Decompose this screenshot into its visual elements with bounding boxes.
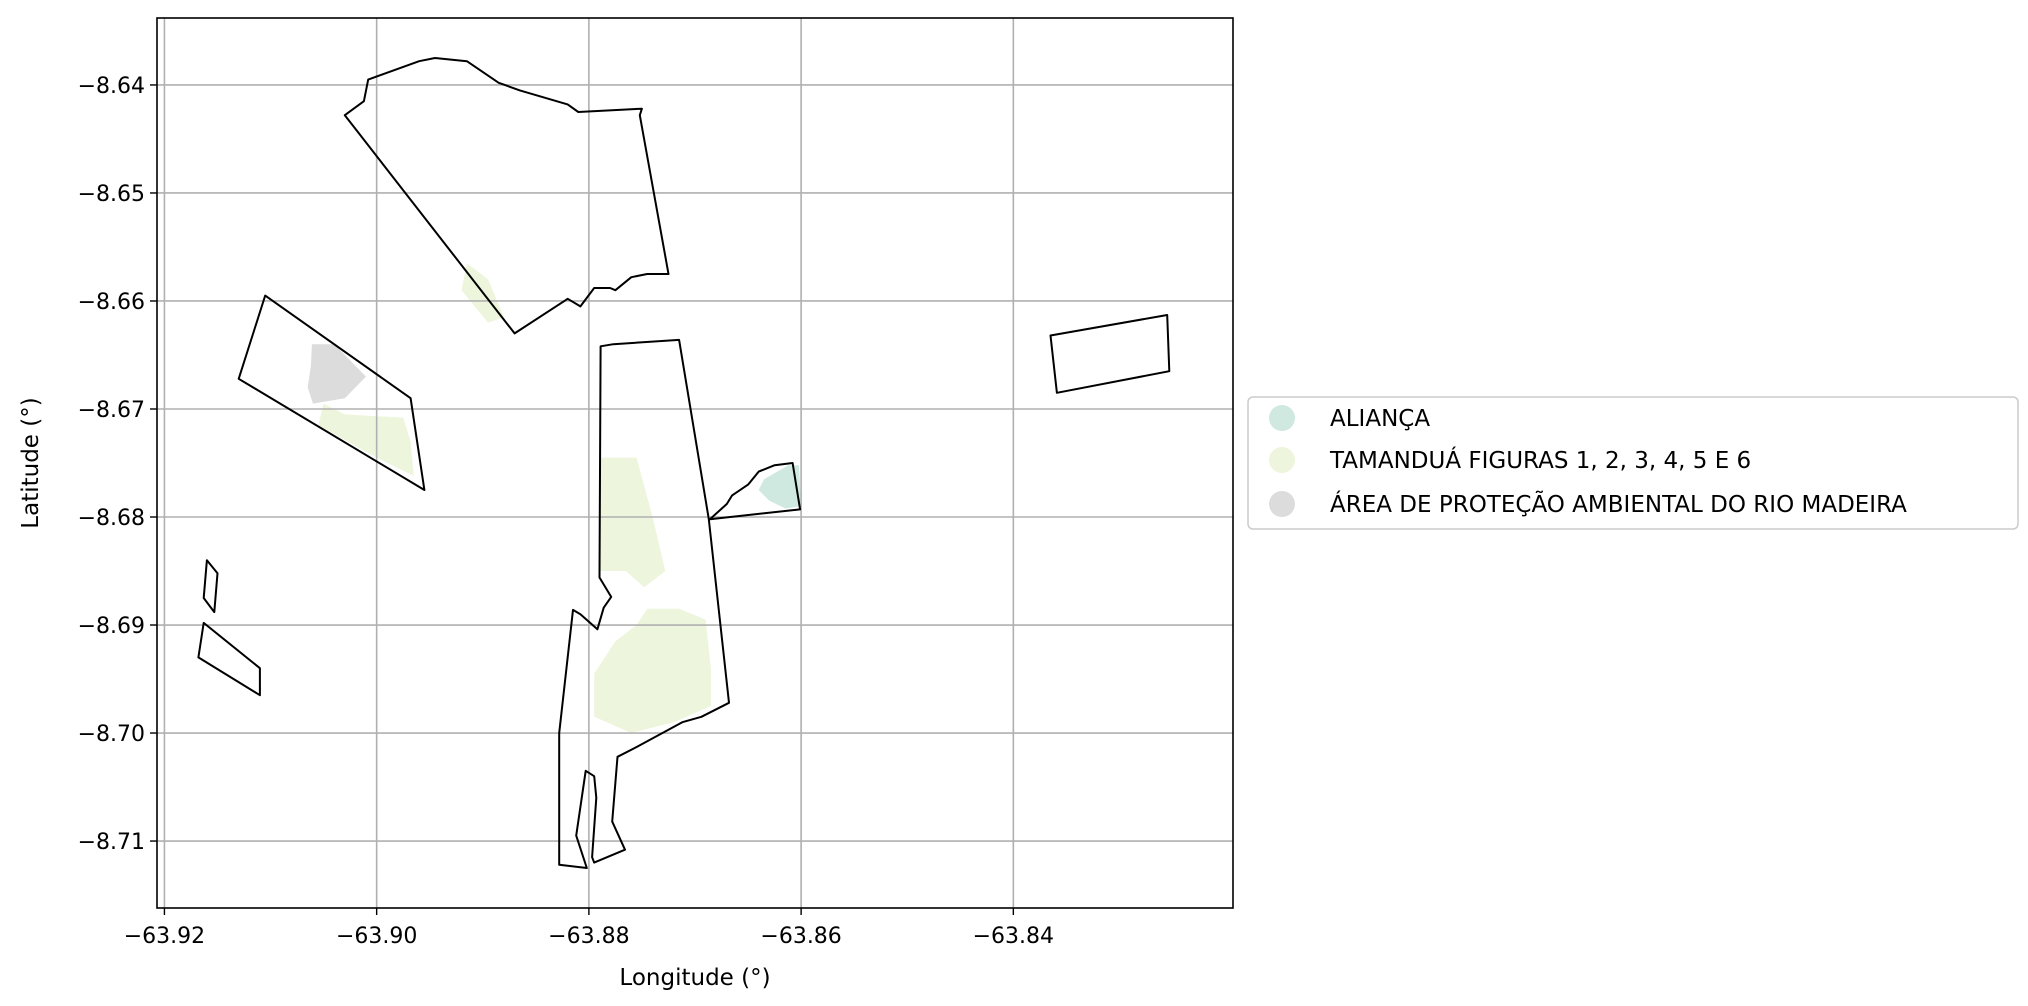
x-tick-label-3: −63.86 — [760, 924, 841, 949]
y-tick-label-7: −8.71 — [78, 830, 145, 855]
y-axis-label: Latitude (°) — [18, 397, 44, 528]
legend: ALIANÇA TAMANDUÁ FIGURAS 1, 2, 3, 4, 5 E … — [1247, 396, 2019, 530]
filled-areas-layer — [307, 263, 802, 733]
outline-central-south-block — [558, 338, 730, 869]
area-tamandua-figuras-1-2-3-4-5-e-6-4 — [594, 608, 711, 733]
y-tick-label-4: −8.68 — [78, 506, 145, 531]
area-tamandua-figuras-1-2-3-4-5-e-6-1 — [318, 403, 414, 476]
x-tick-label-4: −63.84 — [973, 924, 1054, 949]
grid-layer — [157, 18, 1233, 908]
legend-label-tamandua-figuras-1-2-3-4-5-e-6: TAMANDUÁ FIGURAS 1, 2, 3, 4, 5 E 6 — [1329, 446, 1751, 474]
outline-east-connector — [708, 462, 802, 521]
y-tick-label-6: −8.70 — [78, 722, 145, 747]
y-axis-ticks: −8.64 −8.65 −8.66 −8.67 −8.68 −8.69 −8.70 −8.71 — [78, 74, 157, 855]
legend-marker-alianca — [1269, 405, 1295, 431]
x-tick-label-2: −63.88 — [548, 924, 629, 949]
x-axis-ticks: −63.92 −63.90 −63.88 −63.86 −63.84 — [124, 908, 1054, 949]
area-alianca-5 — [758, 465, 802, 509]
outlines-layer — [197, 57, 1171, 869]
outline-west-parallelogram — [237, 294, 426, 491]
outline-far-east-quad — [1049, 314, 1171, 394]
plot-frame — [156, 17, 1234, 909]
outline-southwest-quad — [197, 621, 261, 697]
area-area-de-protecao-ambiental-do-rio-madeira-0 — [307, 344, 366, 404]
x-tick-label-0: −63.92 — [124, 924, 205, 949]
y-tick-label-5: −8.69 — [78, 614, 145, 639]
legend-label-alianca: ALIANÇA — [1330, 406, 1430, 432]
legend-marker-tamandua-figuras-1-2-3-4-5-e-6 — [1269, 447, 1295, 473]
outline-north-block — [343, 57, 670, 335]
area-tamandua-figuras-1-2-3-4-5-e-6-3 — [599, 457, 666, 588]
legend-box — [1247, 396, 2019, 530]
x-tick-label-1: −63.90 — [336, 924, 417, 949]
y-tick-label-2: −8.66 — [78, 290, 145, 315]
outline-small-west-quad — [202, 559, 219, 614]
legend-marker-area-de-protecao-ambiental-do-rio-madeira — [1269, 491, 1295, 517]
y-tick-label-3: −8.67 — [78, 398, 145, 423]
y-tick-label-1: −8.65 — [78, 182, 145, 207]
legend-label-area-de-protecao-ambiental-do-rio-madeira: ÁREA DE PROTEÇÃO AMBIENTAL DO RIO MADEIR… — [1330, 490, 1907, 518]
y-tick-label-0: −8.64 — [78, 74, 145, 99]
x-axis-label: Longitude (°) — [619, 965, 770, 991]
